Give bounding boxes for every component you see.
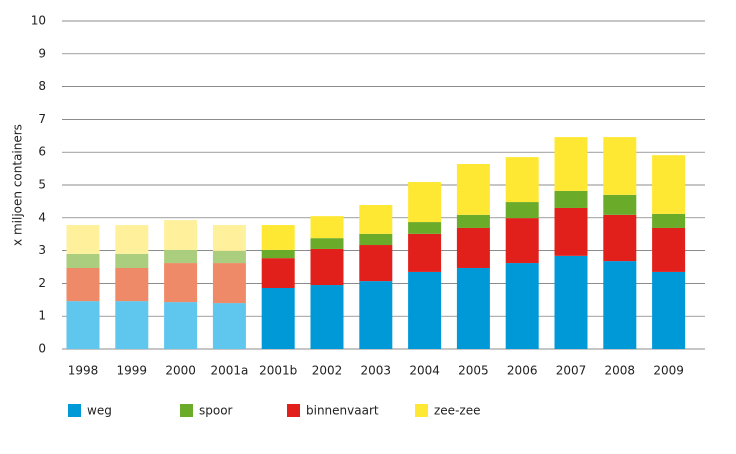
y-tick-label: 10 <box>31 14 46 28</box>
y-tick-label: 3 <box>38 243 46 257</box>
bar-segment <box>652 155 686 214</box>
bar-segment <box>554 137 588 191</box>
bar-segment <box>359 205 393 234</box>
y-axis-title: x miljoen containers <box>11 124 25 246</box>
bar-segment <box>66 225 100 254</box>
bar-segment <box>310 216 344 239</box>
x-tick-label: 2002 <box>312 364 343 378</box>
bar-segment <box>603 261 637 349</box>
bar-segment <box>261 225 295 250</box>
x-tick-label: 2009 <box>653 364 684 378</box>
bar-segment <box>115 267 149 302</box>
bar-segment <box>554 255 588 349</box>
bar-segment <box>359 233 393 246</box>
bar-segment <box>456 164 490 215</box>
bar-segment <box>505 263 539 349</box>
x-tick-label: 2006 <box>507 364 538 378</box>
bar-segment <box>456 214 490 228</box>
x-tick-label: 2003 <box>361 364 392 378</box>
bar-segment <box>212 303 246 349</box>
bar-segment <box>164 302 198 349</box>
bar-segment <box>212 263 246 304</box>
bar-segment <box>408 222 442 234</box>
x-tick-label: 2004 <box>409 364 440 378</box>
y-tick-label: 1 <box>38 309 46 323</box>
x-tick-label: 1998 <box>68 364 99 378</box>
y-tick-label: 5 <box>38 178 46 192</box>
x-tick-label: 2005 <box>458 364 489 378</box>
legend-swatch <box>180 404 193 417</box>
y-tick-label: 9 <box>38 46 46 60</box>
bar-segment <box>603 137 637 195</box>
legend-label: zee-zee <box>434 404 480 418</box>
x-tick-label: 2001b <box>259 364 297 378</box>
bar-segment <box>505 218 539 264</box>
x-tick-label: 1999 <box>117 364 148 378</box>
bar-segment <box>261 258 295 288</box>
y-tick-label: 6 <box>38 145 46 159</box>
bar-segment <box>554 207 588 256</box>
legend-label: spoor <box>199 404 233 418</box>
legend-swatch <box>68 404 81 417</box>
bar-segment <box>212 250 246 264</box>
bar-segment <box>408 271 442 349</box>
bar-segment <box>652 227 686 272</box>
bar-segment <box>505 157 539 203</box>
y-tick-label: 0 <box>38 342 46 356</box>
bar-segment <box>408 182 442 223</box>
bar-segment <box>66 253 100 268</box>
bar-segment <box>212 225 246 251</box>
bar-segment <box>164 249 198 264</box>
bar-segment <box>359 281 393 349</box>
bar-segment <box>115 253 149 268</box>
bar-segment <box>603 194 637 215</box>
bar-segment <box>310 238 344 249</box>
bar-segment <box>310 285 344 349</box>
legend-label: binnenvaart <box>306 404 379 418</box>
bar-segment <box>261 287 295 349</box>
legend-swatch <box>287 404 300 417</box>
x-tick-label: 2008 <box>605 364 636 378</box>
bar-segment <box>261 249 295 259</box>
bar-segment <box>408 233 442 272</box>
bar-segment <box>310 248 344 286</box>
bar-segment <box>554 190 588 208</box>
legend-swatch <box>415 404 428 417</box>
y-tick-label: 8 <box>38 79 46 93</box>
bar-segment <box>456 227 490 268</box>
x-tick-label: 2007 <box>556 364 587 378</box>
bar-segment <box>652 271 686 349</box>
bar-segment <box>505 202 539 219</box>
y-tick-label: 4 <box>38 210 46 224</box>
x-tick-label: 2001a <box>210 364 248 378</box>
bar-segment <box>359 245 393 282</box>
legend-label: weg <box>87 404 112 418</box>
bar-segment <box>66 301 100 349</box>
bar-segment <box>164 263 198 303</box>
bar-segment <box>115 301 149 349</box>
bar-segment <box>164 220 198 250</box>
bar-segment <box>115 225 149 254</box>
bar-segment <box>456 267 490 349</box>
x-tick-label: 2000 <box>165 364 196 378</box>
y-tick-label: 7 <box>38 112 46 126</box>
bar-segment <box>652 213 686 228</box>
bar-segment <box>603 214 637 262</box>
y-tick-label: 2 <box>38 276 46 290</box>
bar-segment <box>66 267 100 302</box>
